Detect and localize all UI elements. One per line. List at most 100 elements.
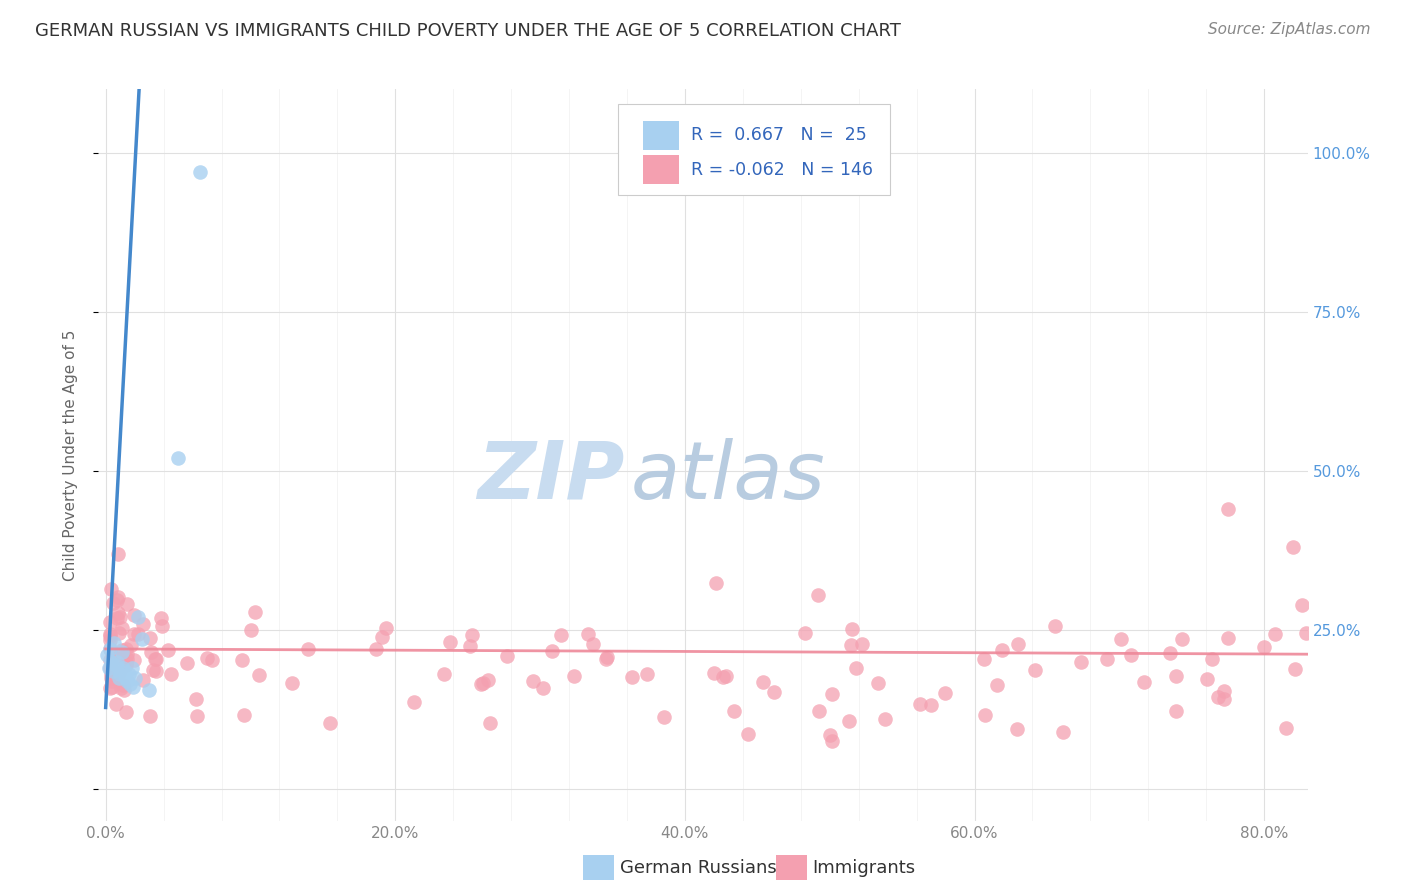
Point: [100, 655, 122, 669]
Point: [132, 673, 155, 687]
Point: [496, 649, 519, 664]
Point: [1166, 704, 1188, 718]
Point: [1195, 672, 1218, 686]
Text: GERMAN RUSSIAN VS IMMIGRANTS CHILD POVERTY UNDER THE AGE OF 5 CORRELATION CHART: GERMAN RUSSIAN VS IMMIGRANTS CHILD POVER…: [35, 22, 901, 40]
Point: [470, 677, 492, 691]
Point: [934, 686, 956, 700]
Point: [104, 657, 127, 672]
Point: [818, 728, 841, 742]
Point: [1007, 637, 1029, 651]
Point: [122, 607, 145, 622]
FancyBboxPatch shape: [643, 120, 679, 150]
Point: [98, 641, 121, 656]
Point: [108, 666, 131, 681]
Point: [461, 628, 484, 642]
Point: [1282, 540, 1305, 554]
Point: [1253, 640, 1275, 654]
Point: [127, 626, 149, 640]
Text: ZIP: ZIP: [477, 438, 624, 516]
Point: [114, 657, 136, 672]
Point: [1052, 725, 1074, 739]
Point: [908, 697, 931, 711]
Point: [111, 621, 134, 635]
Point: [186, 708, 208, 723]
Point: [596, 650, 619, 665]
Point: [115, 647, 138, 661]
Point: [201, 653, 224, 667]
Point: [794, 626, 817, 640]
Point: [98, 629, 121, 643]
Text: R = -0.062   N = 146: R = -0.062 N = 146: [690, 161, 873, 178]
Point: [115, 641, 138, 656]
Point: [1284, 662, 1306, 676]
Point: [160, 667, 183, 681]
Point: [582, 637, 605, 651]
Point: [124, 627, 146, 641]
Point: [1005, 723, 1028, 737]
Point: [838, 714, 860, 728]
Point: [550, 628, 572, 642]
Point: [477, 673, 499, 688]
Point: [807, 705, 830, 719]
Point: [195, 651, 218, 665]
Point: [439, 635, 461, 649]
Point: [150, 611, 173, 625]
Point: [564, 669, 586, 683]
Point: [105, 611, 128, 625]
Point: [1216, 631, 1239, 645]
Point: [247, 668, 270, 682]
Point: [458, 639, 481, 653]
Point: [991, 643, 1014, 657]
Point: [839, 638, 862, 652]
Point: [98, 615, 121, 629]
Point: [1274, 722, 1296, 736]
Point: [107, 607, 129, 621]
Point: [851, 637, 873, 651]
Point: [103, 635, 125, 649]
Point: [105, 655, 128, 669]
Point: [131, 632, 153, 647]
Point: [97, 661, 120, 675]
Point: [986, 678, 1008, 692]
Point: [1070, 655, 1092, 669]
Point: [117, 673, 139, 688]
Point: [595, 651, 617, 665]
Point: [98, 653, 121, 667]
Point: [1201, 652, 1223, 666]
Point: [145, 652, 167, 666]
Point: [138, 683, 160, 698]
Text: Immigrants: Immigrants: [813, 859, 915, 877]
Point: [704, 576, 727, 591]
Point: [973, 652, 995, 666]
Point: [100, 582, 122, 596]
Point: [104, 698, 127, 712]
Point: [98, 633, 121, 648]
Point: [117, 651, 139, 665]
Point: [98, 681, 121, 695]
Point: [122, 653, 145, 667]
Point: [1206, 690, 1229, 704]
Point: [576, 627, 599, 641]
Point: [239, 623, 262, 637]
Point: [231, 653, 253, 667]
Point: [1216, 502, 1239, 516]
Point: [1291, 598, 1313, 612]
Point: [139, 644, 162, 658]
Point: [184, 691, 207, 706]
Point: [636, 666, 658, 681]
Point: [111, 642, 134, 657]
Point: [115, 671, 138, 685]
Point: [110, 681, 132, 695]
Point: [1133, 675, 1156, 690]
Point: [1264, 626, 1286, 640]
Point: [114, 664, 136, 678]
Point: [115, 705, 138, 719]
Point: [98, 641, 121, 656]
Point: [319, 715, 342, 730]
Point: [100, 666, 122, 681]
Point: [243, 605, 266, 619]
Point: [145, 651, 167, 665]
Point: [120, 638, 142, 652]
Point: [432, 667, 454, 681]
Point: [821, 687, 844, 701]
